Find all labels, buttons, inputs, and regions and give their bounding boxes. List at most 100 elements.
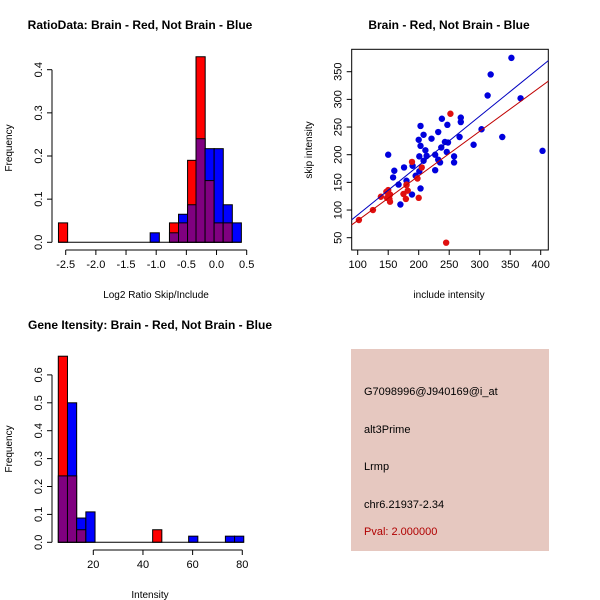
ratio-hist-bar-overlap: [178, 222, 189, 243]
scatter-title: Brain - Red, Not Brain - Blue: [368, 18, 530, 32]
intensity-hist-xlabel: Intensity: [131, 590, 168, 600]
ratio-hist-y-tick-label: 0.4: [33, 62, 45, 77]
scatter-point-not-brain: [391, 167, 398, 174]
scatter-point-not-brain: [517, 95, 524, 102]
scatter-point-not-brain: [397, 201, 404, 208]
intensity-hist-x-tick-label: 20: [87, 559, 99, 571]
ratio-hist-y-tick-label: 0.3: [33, 105, 45, 120]
intensity-hist-bar-overlap: [66, 475, 78, 543]
ratio-hist-bar-not-brain: [149, 232, 160, 243]
scatter-point-brain: [400, 190, 407, 198]
probe-id: G7098996@J940169@i_at: [364, 386, 498, 398]
ratio-hist-bar-overlap: [213, 222, 224, 243]
ratio-hist-y-tick-label: 0.1: [33, 192, 45, 207]
ratio-hist-x-tick-label: -0.5: [177, 259, 196, 271]
ratio-hist-bar-overlap: [187, 204, 198, 243]
scatter-point-not-brain: [487, 71, 494, 78]
scatter-point-brain: [418, 164, 425, 171]
ratio-hist-bar-overlap: [204, 180, 215, 243]
fit-line-brain: [351, 80, 549, 226]
ratio-hist-x-tick-label: 0.0: [209, 259, 224, 271]
intensity-hist-bar-not-brain: [234, 535, 245, 543]
scatter-x-tick-label: 100: [349, 259, 367, 271]
fit-line-not-brain: [351, 60, 549, 221]
scatter-point-brain: [402, 195, 410, 203]
intensity-hist-y-tick-label: 0.3: [33, 451, 45, 466]
intensity-hist-x-tick-label: 40: [137, 559, 149, 571]
scatter-x-tick-label: 200: [410, 259, 428, 271]
intensity-hist-y-tick-label: 0.1: [33, 507, 45, 522]
scatter-point-not-brain: [422, 147, 429, 154]
event-type: alt3Prime: [364, 424, 411, 436]
probe-info-panel: G7098996@J940169@i_at alt3Prime Lrmp chr…: [351, 349, 549, 551]
scatter-point-brain: [415, 194, 422, 202]
scatter-point-not-brain: [389, 174, 397, 181]
intensity-hist-y-tick-label: 0.4: [33, 423, 45, 438]
scatter-point-not-brain: [457, 118, 464, 126]
scatter-y-tick-label: 50: [333, 232, 345, 244]
ratio-hist-bar-overlap: [168, 232, 180, 243]
scatter-point-brain: [442, 239, 450, 246]
scatter-point-not-brain: [408, 191, 416, 198]
ratio-hist-bar-overlap: [195, 138, 206, 243]
scatter-point-not-brain: [435, 156, 442, 163]
intensity-hist-bar-brain: [152, 529, 163, 543]
scatter-point-not-brain: [450, 159, 458, 166]
scatter-point-not-brain: [431, 166, 439, 174]
scatter-y-tick-label: 350: [333, 63, 345, 81]
scatter-point-not-brain: [457, 114, 464, 121]
scatter-point-not-brain: [435, 128, 442, 136]
ratio-hist-bar-brain: [57, 222, 69, 243]
scatter-point-not-brain: [470, 141, 477, 148]
intensity-hist-x-tick-label: 60: [186, 559, 198, 571]
intensity-hist-y-tick-label: 0.5: [33, 395, 45, 410]
scatter-y-tick-label: 250: [333, 118, 345, 136]
scatter-ylabel: skip intensity: [304, 121, 315, 178]
scatter-point-not-brain: [484, 92, 491, 99]
scatter-point-not-brain: [415, 136, 422, 143]
intensity-hist-y-tick-label: 0.6: [33, 367, 45, 382]
scatter-y-tick-label: 100: [333, 201, 345, 219]
scatter-x-tick-label: 150: [379, 259, 397, 271]
gene-name: Lrmp: [364, 461, 390, 473]
ratio-hist-x-tick-label: -1.0: [147, 259, 166, 271]
scatter-y-tick-label: 150: [333, 173, 345, 191]
scatter-point-not-brain: [450, 153, 458, 160]
ratio-hist-ylabel: Frequency: [4, 124, 15, 171]
scatter-point-not-brain: [443, 148, 450, 156]
scatter-point-not-brain: [416, 153, 423, 160]
scatter-point-not-brain: [417, 185, 424, 192]
intensity-hist-bar-not-brain: [85, 511, 96, 543]
scatter-point-not-brain: [444, 121, 451, 129]
ratio-hist-title: RatioData: Brain - Red, Not Brain - Blue: [28, 18, 253, 32]
scatter-plot-box: [351, 48, 549, 251]
scatter-point-brain: [408, 158, 416, 166]
scatter-point-not-brain: [428, 135, 435, 142]
ratio-hist-y-tick-label: 0.2: [33, 148, 45, 163]
scatter-point-not-brain: [420, 131, 427, 138]
intensity-hist-x-tick-label: 80: [236, 559, 248, 571]
scatter-point-not-brain: [456, 133, 463, 141]
ratio-hist-bar-not-brain: [231, 222, 242, 243]
scatter-point-not-brain: [417, 142, 424, 150]
scatter-x-tick-label: 250: [440, 259, 458, 271]
intensity-hist-y-tick-label: 0.0: [33, 535, 45, 550]
scatter-point-brain: [447, 110, 454, 117]
intensity-hist-title: Gene Itensity: Brain - Red, Not Brain - …: [28, 318, 272, 332]
ratio-hist-bar-overlap: [222, 222, 233, 243]
intensity-hist-ylabel: Frequency: [4, 425, 15, 472]
intensity-hist-bar-not-brain: [188, 535, 199, 543]
scatter-y-tick-label: 200: [333, 146, 345, 164]
intensity-hist-bar-overlap: [57, 475, 68, 543]
pval: Pval: 2.000000: [364, 526, 438, 538]
intensity-hist-bar-overlap: [76, 529, 87, 543]
scatter-x-tick-label: 300: [471, 259, 489, 271]
intensity-hist-bar-not-brain: [224, 535, 236, 543]
scatter-xlabel: include intensity: [413, 290, 484, 301]
ratio-hist-x-tick-label: -1.5: [117, 259, 136, 271]
ratio-hist-x-tick-label: -2.0: [86, 259, 105, 271]
scatter-point-not-brain: [385, 151, 392, 158]
scatter-y-tick-label: 300: [333, 90, 345, 108]
